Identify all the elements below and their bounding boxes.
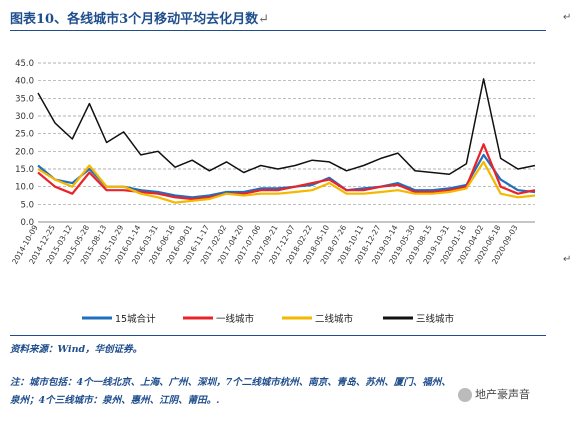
legend: 15城合计 一线城市 二线城市 三线城市: [82, 313, 455, 325]
title-rule: [10, 30, 546, 31]
return-mark: ↵: [563, 12, 572, 23]
y-tick-label: 25.0: [15, 130, 34, 140]
x-axis: 2014-10-092014-12-252015-03-122015-05-28…: [10, 223, 520, 265]
watermark: 地产豪声音: [458, 386, 530, 402]
y-tick-label: 15.0: [15, 165, 34, 175]
source-rule: [10, 335, 546, 336]
series-lines: [37, 78, 536, 204]
y-tick-label: 10.0: [15, 183, 34, 193]
line-chart: 0.0 5.0 10.0 15.0 20.0 25.0 30.0 35.0 40.0 45.0 2…: [10, 59, 536, 325]
y-tick-label: 35.0: [15, 94, 34, 104]
return-mark-2: ↵: [563, 254, 572, 265]
y-axis: 0.0 5.0 10.0 15.0 20.0 25.0 30.0 35.0 40.0 45.0: [15, 59, 34, 228]
y-tick-label: 0.0: [20, 218, 34, 228]
source-text: 资料来源：Wind，华创证券。: [10, 344, 143, 355]
legend-label: 一线城市: [216, 313, 255, 325]
note-line-2: 泉州；4个三线城市：泉州、惠州、江阴、莆田。.: [10, 395, 220, 406]
y-tick-label: 45.0: [15, 59, 34, 69]
series-line: [37, 160, 536, 204]
grid-lines: [38, 62, 535, 223]
chart-title: 图表10、各线城市3个月移动平均去化月数↵: [10, 12, 270, 27]
series-line: [37, 143, 536, 201]
wechat-icon: [458, 388, 472, 402]
legend-label: 15城合计: [115, 313, 156, 325]
legend-label: 二线城市: [315, 313, 354, 325]
y-tick-label: 40.0: [15, 77, 34, 87]
series-line: [37, 78, 536, 176]
legend-label: 三线城市: [416, 313, 455, 325]
y-tick-label: 5.0: [20, 200, 34, 210]
note-line-1: 注：城市包括：4个一线北京、上海、广州、深圳，7个二线城市杭州、南京、青岛、苏州…: [10, 377, 451, 388]
y-tick-label: 30.0: [15, 112, 34, 122]
y-tick-label: 20.0: [15, 147, 34, 157]
